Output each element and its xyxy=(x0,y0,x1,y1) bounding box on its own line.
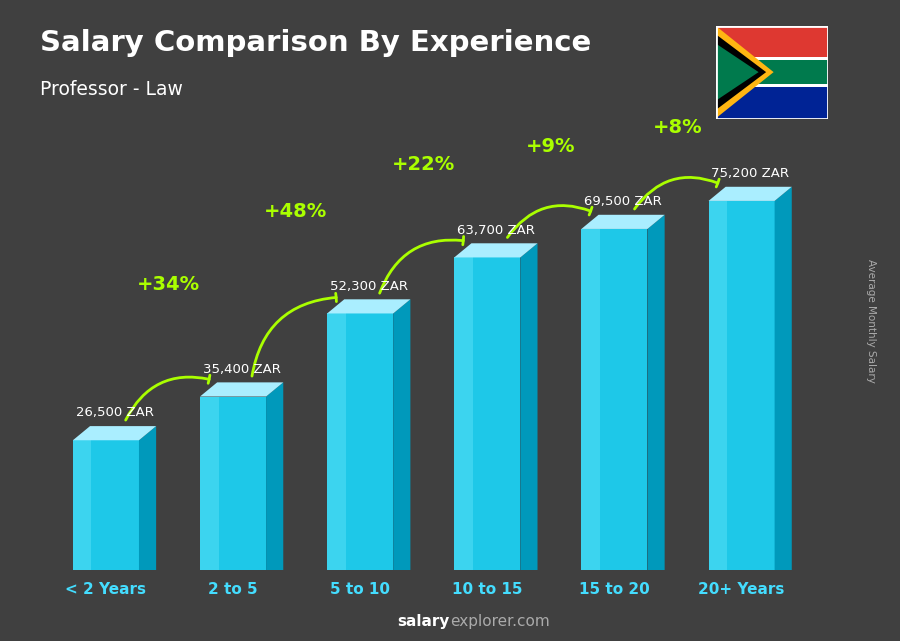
Bar xyxy=(200,397,219,570)
Polygon shape xyxy=(581,215,664,229)
Bar xyxy=(581,229,647,570)
Text: +34%: +34% xyxy=(138,275,201,294)
Text: Salary Comparison By Experience: Salary Comparison By Experience xyxy=(40,29,592,57)
Bar xyxy=(708,201,775,570)
Polygon shape xyxy=(647,215,664,570)
Polygon shape xyxy=(716,26,774,119)
Polygon shape xyxy=(708,187,792,201)
Bar xyxy=(327,313,346,570)
Bar xyxy=(716,84,828,87)
Bar xyxy=(716,72,828,119)
Bar xyxy=(581,229,600,570)
Bar xyxy=(73,440,139,570)
Bar xyxy=(200,397,266,570)
Bar xyxy=(708,201,727,570)
Text: 35,400 ZAR: 35,400 ZAR xyxy=(202,363,281,376)
Text: +9%: +9% xyxy=(526,137,575,156)
Bar xyxy=(454,258,472,570)
Text: 69,500 ZAR: 69,500 ZAR xyxy=(584,195,662,208)
Text: 52,300 ZAR: 52,300 ZAR xyxy=(329,279,408,293)
Bar xyxy=(327,313,393,570)
Bar xyxy=(716,26,828,72)
Text: +8%: +8% xyxy=(652,118,702,137)
Text: 75,200 ZAR: 75,200 ZAR xyxy=(711,167,789,180)
Polygon shape xyxy=(327,299,410,313)
Polygon shape xyxy=(200,383,284,397)
Bar xyxy=(73,440,92,570)
Text: +22%: +22% xyxy=(392,155,454,174)
Text: 63,700 ZAR: 63,700 ZAR xyxy=(457,224,535,237)
Polygon shape xyxy=(520,244,537,570)
Polygon shape xyxy=(716,34,766,110)
Polygon shape xyxy=(139,426,156,570)
Text: Average Monthly Salary: Average Monthly Salary xyxy=(866,258,877,383)
Text: 26,500 ZAR: 26,500 ZAR xyxy=(76,406,153,419)
Bar xyxy=(716,59,828,85)
Bar xyxy=(716,57,828,60)
Text: explorer.com: explorer.com xyxy=(450,615,550,629)
Text: +48%: +48% xyxy=(265,201,328,221)
Text: Professor - Law: Professor - Law xyxy=(40,80,184,99)
Polygon shape xyxy=(775,187,792,570)
Polygon shape xyxy=(393,299,410,570)
Polygon shape xyxy=(716,44,759,101)
Polygon shape xyxy=(73,426,156,440)
Text: salary: salary xyxy=(398,615,450,629)
Bar xyxy=(454,258,520,570)
Polygon shape xyxy=(266,383,284,570)
Polygon shape xyxy=(454,244,537,258)
